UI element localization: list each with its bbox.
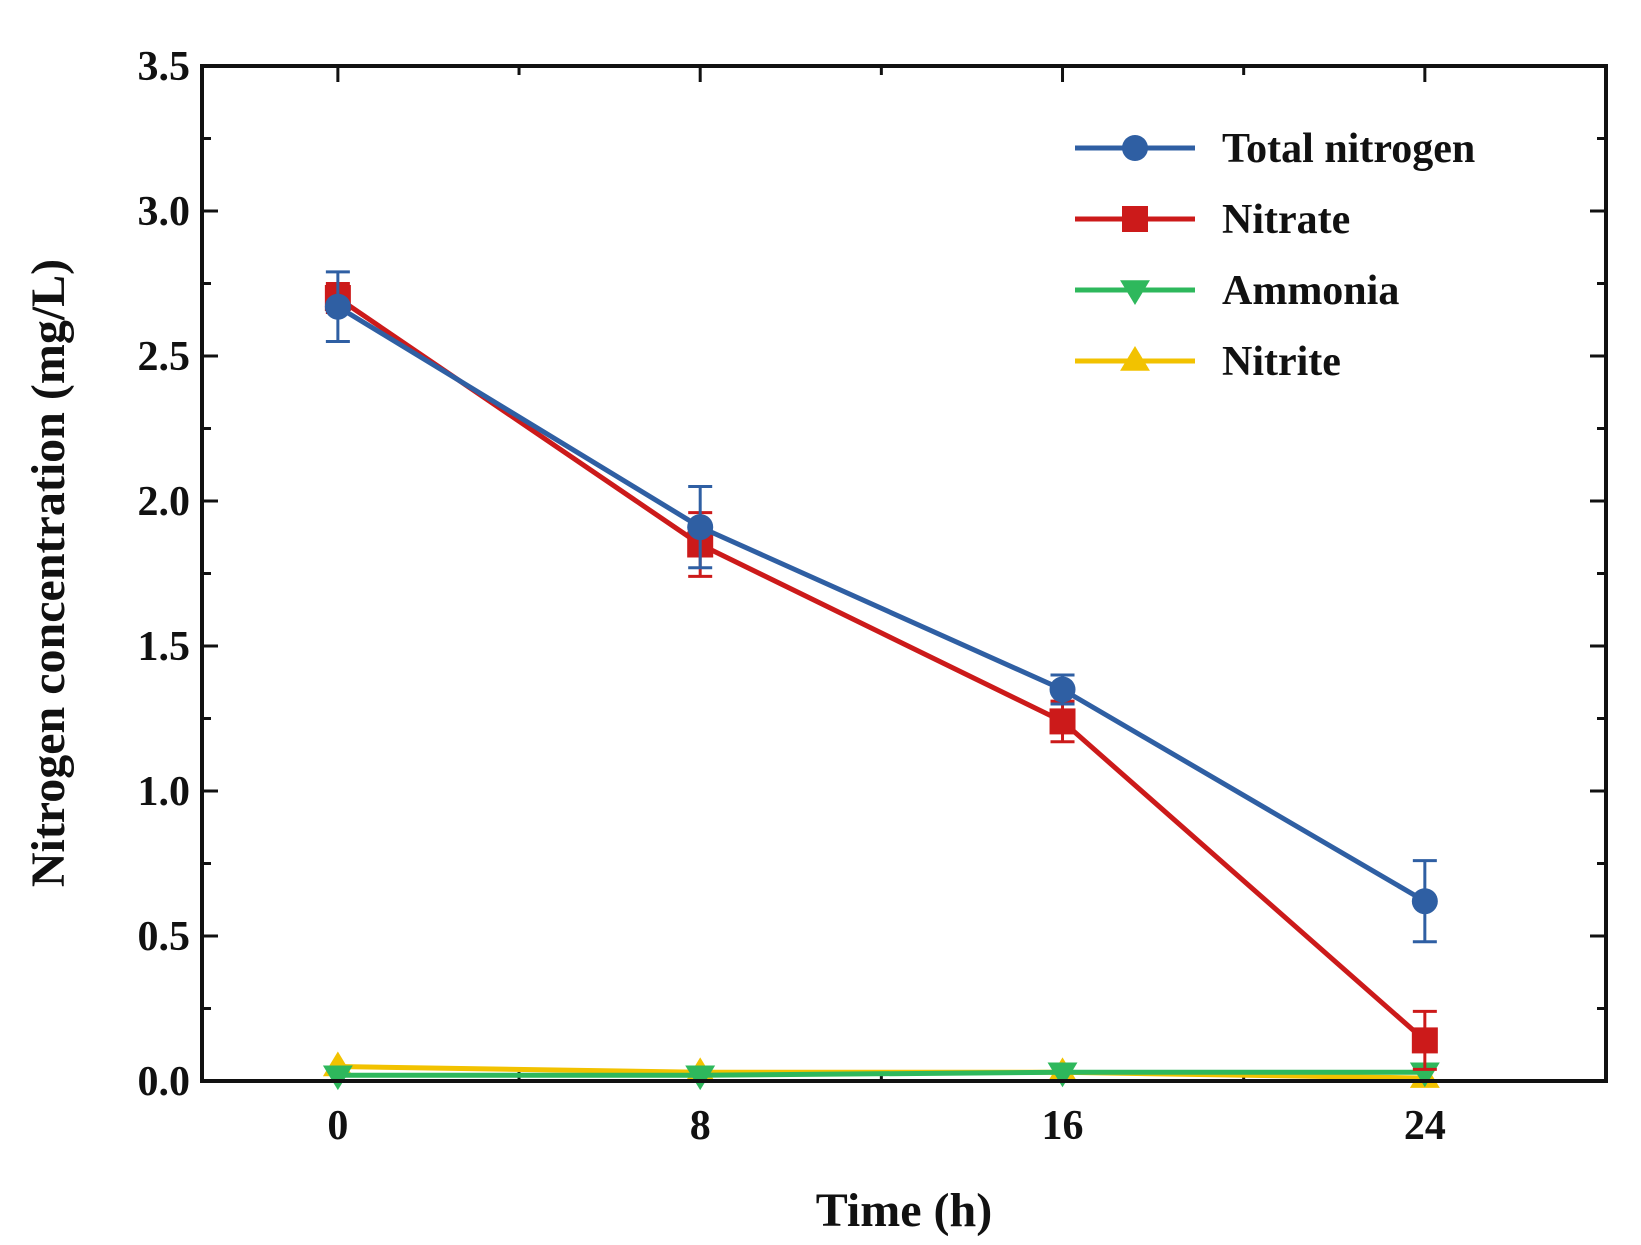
y-tick-label: 2.5	[138, 334, 191, 380]
data-point-total-nitrogen	[324, 293, 351, 320]
data-point-ammonia	[322, 1065, 353, 1091]
legend-item-total-nitrogen: Total nitrogen	[1075, 126, 1475, 172]
data-point-nitrate	[1049, 708, 1076, 735]
x-tick-label: 8	[690, 1103, 711, 1149]
y-axis-title: Nitrogen concentration (mg/L)	[22, 259, 75, 887]
y-tick-label: 3.0	[138, 189, 191, 235]
legend-label-ammonia: Ammonia	[1222, 268, 1399, 314]
series-line-nitrate	[336, 295, 1427, 1043]
x-axis-title: Time (h)	[816, 1184, 992, 1237]
x-tick-label: 16	[1042, 1103, 1084, 1149]
y-tick-label: 0.0	[138, 1059, 191, 1105]
legend-label-total-nitrogen: Total nitrogen	[1222, 126, 1475, 172]
legend: Total nitrogen Nitrate Ammonia Nitrite	[1075, 126, 1475, 385]
series-line-ammonia	[337, 1069, 1425, 1078]
legend-label-nitrate: Nitrate	[1222, 197, 1350, 243]
data-point-ammonia	[1047, 1062, 1078, 1088]
series-line-total-nitrogen	[336, 304, 1427, 904]
y-tick-label: 0.5	[138, 914, 191, 960]
y-axis: 0.0 0.5 1.0 1.5 2.0 2.5 3.0 3.5	[138, 44, 1606, 1105]
legend-marker-nitrate	[1122, 206, 1148, 232]
legend-item-ammonia: Ammonia	[1075, 268, 1399, 314]
series-total-nitrogen	[324, 270, 1438, 944]
legend-marker-total-nitrogen	[1122, 135, 1148, 161]
legend-marker-nitrite	[1120, 346, 1150, 371]
legend-label-nitrite: Nitrite	[1222, 339, 1341, 385]
data-point-total-nitrogen	[1411, 888, 1438, 915]
y-tick-label: 2.0	[138, 479, 191, 525]
plot-frame	[200, 64, 1608, 1083]
y-tick-label: 1.5	[138, 624, 191, 670]
legend-item-nitrate: Nitrate	[1075, 197, 1350, 243]
legend-item-nitrite: Nitrite	[1075, 339, 1341, 385]
x-tick-label: 24	[1404, 1103, 1446, 1149]
data-point-nitrate	[1411, 1027, 1438, 1054]
legend-marker-ammonia	[1120, 280, 1150, 305]
data-point-ammonia	[685, 1065, 716, 1091]
x-tick-label: 0	[327, 1103, 348, 1149]
data-point-total-nitrogen	[687, 514, 714, 541]
y-tick-label: 3.5	[138, 44, 191, 90]
series-layer	[322, 270, 1440, 1091]
y-tick-label: 1.0	[138, 769, 191, 815]
data-point-total-nitrogen	[1049, 676, 1076, 703]
